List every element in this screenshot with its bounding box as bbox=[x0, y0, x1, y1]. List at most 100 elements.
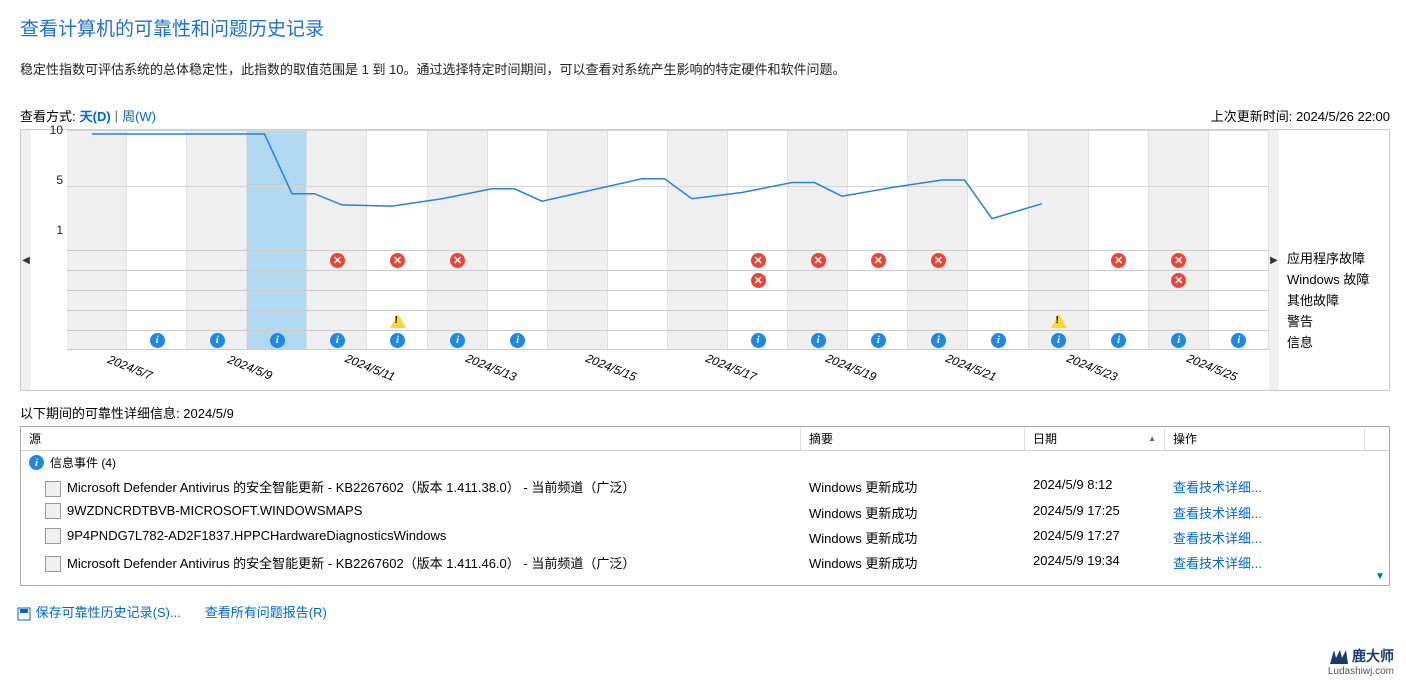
col-source[interactable]: 源 bbox=[21, 427, 801, 450]
event-cell[interactable]: ✕ bbox=[307, 251, 367, 270]
error-icon: ✕ bbox=[330, 253, 345, 268]
event-cell bbox=[247, 291, 307, 310]
info-icon: i bbox=[1231, 333, 1246, 348]
y-axis: 1051 bbox=[41, 130, 63, 250]
error-icon: ✕ bbox=[450, 253, 465, 268]
event-cell bbox=[548, 271, 608, 290]
event-cell bbox=[788, 311, 848, 330]
table-row[interactable]: 9P4PNDG7L782-AD2F1837.HPPCHardwareDiagno… bbox=[21, 525, 1389, 550]
event-cell[interactable]: ✕ bbox=[788, 251, 848, 270]
event-cell bbox=[668, 291, 728, 310]
group-header[interactable]: i 信息事件 (4) bbox=[21, 451, 1389, 474]
view-by-day[interactable]: 天(D) bbox=[80, 106, 111, 125]
event-cell bbox=[968, 311, 1028, 330]
error-icon: ✕ bbox=[1171, 273, 1186, 288]
event-cell bbox=[548, 311, 608, 330]
event-cell[interactable]: i bbox=[1089, 331, 1149, 349]
warning-icon bbox=[1051, 314, 1067, 328]
event-cell bbox=[608, 331, 668, 349]
events-table: 源 摘要 日期▲ 操作 i 信息事件 (4) Microsoft Defende… bbox=[20, 426, 1390, 586]
event-cell[interactable] bbox=[367, 311, 427, 330]
event-cell bbox=[187, 251, 247, 270]
event-cell bbox=[307, 311, 367, 330]
event-date: 2024/5/9 17:25 bbox=[1025, 502, 1165, 523]
event-cell bbox=[1149, 291, 1209, 310]
info-icon: i bbox=[751, 333, 766, 348]
event-cell bbox=[668, 311, 728, 330]
event-source: 9WZDNCRDTBVB-MICROSOFT.WINDOWSMAPS bbox=[67, 503, 362, 518]
event-cell[interactable]: ✕ bbox=[908, 251, 968, 270]
event-cell bbox=[668, 271, 728, 290]
col-action[interactable]: 操作 bbox=[1165, 427, 1365, 450]
event-cell bbox=[67, 291, 127, 310]
table-row[interactable]: Microsoft Defender Antivirus 的安全智能更新 - K… bbox=[21, 474, 1389, 500]
event-cell[interactable]: ✕ bbox=[728, 271, 788, 290]
event-cell bbox=[488, 291, 548, 310]
error-icon: ✕ bbox=[1171, 253, 1186, 268]
event-cell bbox=[488, 251, 548, 270]
event-cell bbox=[127, 251, 187, 270]
view-details-link[interactable]: 查看技术详细... bbox=[1173, 556, 1262, 571]
event-cell[interactable]: i bbox=[127, 331, 187, 349]
event-cell bbox=[848, 291, 908, 310]
event-date: 2024/5/9 8:12 bbox=[1025, 476, 1165, 498]
event-cell bbox=[608, 291, 668, 310]
event-cell bbox=[1209, 251, 1269, 270]
nav-prev[interactable]: ◀ bbox=[21, 130, 31, 390]
event-cell[interactable]: i bbox=[1209, 331, 1269, 349]
event-cell bbox=[67, 271, 127, 290]
view-by-week[interactable]: 周(W) bbox=[122, 106, 156, 125]
event-cell[interactable]: ✕ bbox=[1149, 271, 1209, 290]
event-cell[interactable]: ✕ bbox=[428, 251, 488, 270]
col-summary[interactable]: 摘要 bbox=[801, 427, 1025, 450]
info-icon: i bbox=[991, 333, 1006, 348]
event-cell bbox=[127, 291, 187, 310]
table-row[interactable]: Microsoft Defender Antivirus 的安全智能更新 - K… bbox=[21, 550, 1389, 576]
event-date: 2024/5/9 19:34 bbox=[1025, 552, 1165, 574]
view-all-reports-link[interactable]: 查看所有问题报告(R) bbox=[205, 602, 327, 621]
event-cell bbox=[1029, 291, 1089, 310]
legend-warn: 警告 bbox=[1287, 311, 1389, 332]
view-details-link[interactable]: 查看技术详细... bbox=[1173, 480, 1262, 495]
event-cell bbox=[67, 311, 127, 330]
event-cell[interactable]: i bbox=[968, 331, 1028, 349]
event-cell bbox=[187, 311, 247, 330]
event-cell bbox=[848, 311, 908, 330]
event-cell bbox=[1209, 311, 1269, 330]
error-icon: ✕ bbox=[751, 273, 766, 288]
event-cell[interactable]: ✕ bbox=[848, 251, 908, 270]
event-row-warn bbox=[67, 310, 1269, 330]
view-details-link[interactable]: 查看技术详细... bbox=[1173, 506, 1262, 521]
event-cell[interactable]: i bbox=[247, 331, 307, 349]
event-cell[interactable]: i bbox=[367, 331, 427, 349]
save-history-link[interactable]: 保存可靠性历史记录(S)... bbox=[16, 602, 181, 622]
event-cell bbox=[968, 291, 1028, 310]
nav-next[interactable]: ▶ bbox=[1269, 130, 1279, 390]
col-date[interactable]: 日期▲ bbox=[1025, 427, 1165, 450]
event-row-misc bbox=[67, 290, 1269, 310]
event-cell[interactable]: ✕ bbox=[367, 251, 427, 270]
error-icon: ✕ bbox=[751, 253, 766, 268]
scroll-down[interactable]: ▼ bbox=[1373, 569, 1387, 583]
event-cell bbox=[908, 291, 968, 310]
event-cell[interactable]: ✕ bbox=[1149, 251, 1209, 270]
table-row[interactable]: 9WZDNCRDTBVB-MICROSOFT.WINDOWSMAPSWindow… bbox=[21, 500, 1389, 525]
event-cell[interactable]: ✕ bbox=[1089, 251, 1149, 270]
legend: 应用程序故障 Windows 故障 其他故障 警告 信息 bbox=[1279, 130, 1389, 390]
event-row-winFail: ✕✕ bbox=[67, 270, 1269, 290]
event-cell[interactable]: i bbox=[488, 331, 548, 349]
error-icon: ✕ bbox=[1111, 253, 1126, 268]
event-row-info: iiiiiiiiiiiiiiii bbox=[67, 330, 1269, 350]
view-by-label: 查看方式: bbox=[20, 106, 76, 125]
event-cell bbox=[187, 291, 247, 310]
view-details-link[interactable]: 查看技术详细... bbox=[1173, 531, 1262, 546]
event-cell[interactable] bbox=[1029, 311, 1089, 330]
event-cell bbox=[1089, 291, 1149, 310]
event-cell[interactable]: i bbox=[728, 331, 788, 349]
event-cell[interactable]: ✕ bbox=[728, 251, 788, 270]
warning-icon bbox=[390, 314, 406, 328]
event-summary: Windows 更新成功 bbox=[801, 476, 1025, 498]
error-icon: ✕ bbox=[931, 253, 946, 268]
view-by-separator: | bbox=[115, 108, 118, 123]
event-cell[interactable]: i bbox=[848, 331, 908, 349]
